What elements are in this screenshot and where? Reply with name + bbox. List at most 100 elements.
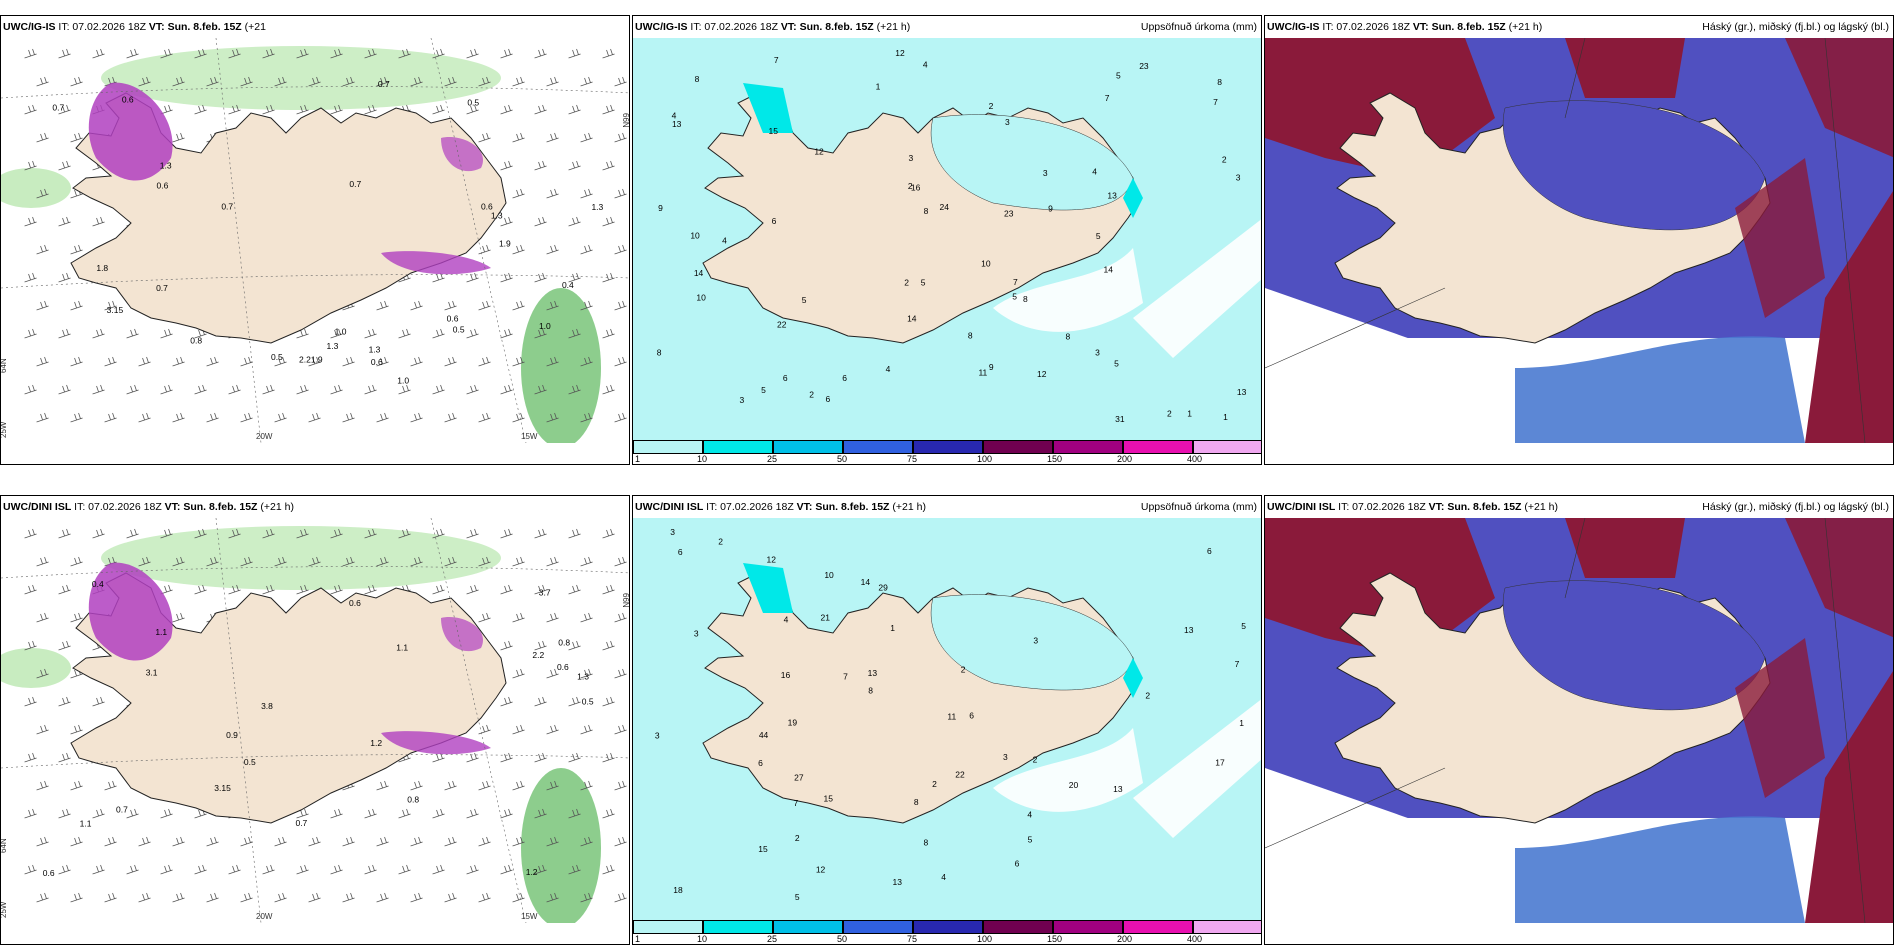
map-value-label: 2 [795,833,800,843]
map-value-label: 2 [1033,754,1038,764]
map-value-label: 7 [1235,659,1240,669]
map-value-label: 7 [1105,93,1110,103]
colorbar-swatch [983,440,1053,454]
map-value-label: 0.4 [92,579,104,589]
map-value-label: 2 [718,536,723,546]
map-value-label: 5 [1012,291,1017,301]
map-value-label: 6 [678,547,683,557]
colorbar-swatch [843,920,913,934]
map-value-label: 13 [672,119,682,129]
precip-map: 6336542915182076562781521137812194422271… [633,518,1261,923]
map-value-label: 14 [861,577,871,587]
map-value-label: 5 [802,295,807,305]
map-value-label: 13 [1113,784,1123,794]
colorbar-tick-label: 100 [977,454,993,464]
map-value-label: 1.2 [370,738,382,748]
map-value-label: 1.1 [80,818,92,828]
map-value-label: 0.5 [271,352,283,362]
map-value-label: 0.6 [371,357,383,367]
map-value-label: 1.0 [335,327,347,337]
colorbar-tick-label: 50 [837,934,848,944]
panel-header: UWC/IG-IS IT: 07.02.2026 18Z VT: Sun. 8.… [635,21,1257,33]
map-value-label: 16 [911,183,921,193]
map-value-label: 0.6 [349,598,361,608]
colorbar-tick-label: 75 [907,934,918,944]
map-value-label: 1.1 [396,642,408,652]
map-value-label: 1.3 [577,672,589,682]
map-value-label: 7 [1013,277,1018,287]
map-value-label: 1.8 [96,263,108,273]
map-value-label: 4 [1027,810,1032,820]
map-value-label: 6 [1015,859,1020,869]
map-value-label: 8 [914,797,919,807]
map-value-label: 6 [825,394,830,404]
colorbar-swatch [1053,920,1123,934]
map-value-label: 12 [814,146,824,156]
colorbar-tick-label: 25 [767,934,778,944]
map-value-label: 13 [1184,625,1194,635]
colorbar-swatch [913,920,983,934]
map-value-label: 2.2 [532,650,544,660]
map-value-label: 1.3 [160,160,172,170]
map-value-label: 3 [1236,172,1241,182]
axis-label: 64N [1,838,8,853]
colorbar-swatch [1193,440,1261,454]
map-value-label: 1 [890,623,895,633]
map-value-label: 0.6 [447,313,459,323]
map-value-label: 15 [758,844,768,854]
map-value-label: 0.6 [481,201,493,211]
map-value-label: 9 [1048,204,1053,214]
panel-ig-cloud: UWC/IG-IS IT: 07.02.2026 18Z VT: Sun. 8.… [1264,15,1894,465]
colorbar-tick-label: 50 [837,454,848,464]
map-value-label: 8 [868,685,873,695]
map-value-label: 10 [690,230,700,240]
map-value-label: 5 [761,385,766,395]
cloud-map [1265,518,1893,923]
panel-ig-precip: UWC/IG-IS IT: 07.02.2026 18Z VT: Sun. 8.… [632,15,1262,465]
map-value-label: 4 [722,235,727,245]
map-value-label: 23 [1004,208,1014,218]
map-value-label: 3.8 [261,701,273,711]
map-value-label: 0.9 [226,730,238,740]
map-value-label: 3 [1003,752,1008,762]
colorbar-tick-label: 200 [1117,454,1133,464]
map-value-label: 12 [1037,369,1047,379]
map-value-label: 31 [1115,414,1125,424]
map-value-label: 11 [978,368,987,378]
map-value-label: 1.3 [591,202,603,212]
map-value-label: 8 [924,837,929,847]
map-value-label: 4 [672,110,677,120]
map-value-label: 0.6 [43,868,55,878]
colorbar-tick-label: 400 [1187,454,1203,464]
axis-label: 20W [256,912,273,921]
map-value-label: 6 [758,758,763,768]
map-value-label: 0.6 [557,662,569,672]
map-value-label: 8 [1023,294,1028,304]
map-value-label: 5 [1096,231,1101,241]
map-value-label: 0.8 [558,638,570,648]
map-value-label: 0.7 [156,283,168,293]
map-value-label: 13 [868,668,878,678]
cloud-map [1265,38,1893,443]
map-value-label: 0.4 [562,280,574,290]
map-value-label: 8 [695,74,700,84]
map-value-label: 8 [657,348,662,358]
map-value-label: 3.1 [146,667,158,677]
colorbar-tick-label: 10 [697,454,708,464]
map-value-label: 1 [1223,412,1228,422]
map-value-label: 6 [969,710,974,720]
axis-label: 66N [621,113,630,128]
map-value-label: 16 [781,670,791,680]
map-value-label: 2 [1145,691,1150,701]
map-value-label: 7 [794,798,799,808]
map-value-label: 14 [1103,265,1113,275]
map-value-label: 4 [1092,167,1097,177]
map-value-label: 0.7 [52,103,64,113]
map-value-label: 0.5 [244,757,256,767]
map-value-label: 6 [783,373,788,383]
map-value-label: 0.7 [378,79,390,89]
map-value-label: 13 [1107,190,1117,200]
map-value-label: 19 [788,717,798,727]
map-value-label: 4 [886,364,891,374]
axis-label: 25W [1,901,8,918]
